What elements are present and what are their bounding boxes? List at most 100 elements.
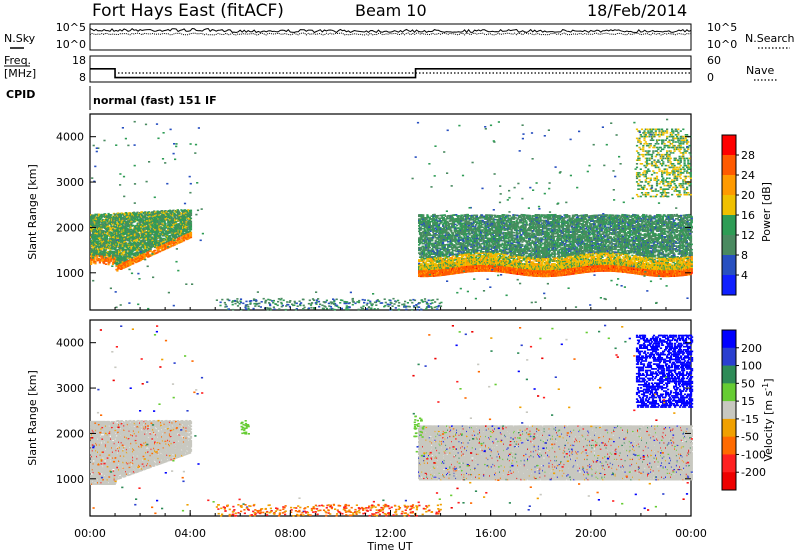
power-cell bbox=[132, 263, 134, 265]
power-cell bbox=[116, 270, 118, 272]
cpid-value: normal (fast) 151 IF bbox=[93, 94, 217, 107]
noise-search-label: N.Search bbox=[745, 32, 795, 45]
power-cell bbox=[190, 226, 192, 228]
freq-unit-label: [MHz] bbox=[4, 67, 36, 80]
power-cell bbox=[449, 249, 451, 251]
power-cell bbox=[437, 215, 439, 217]
power-cell bbox=[150, 249, 152, 251]
power-cell bbox=[472, 224, 474, 226]
power-cell bbox=[110, 214, 112, 216]
power-cell bbox=[436, 222, 438, 224]
power-cell bbox=[475, 224, 477, 226]
noise-panel-frame bbox=[90, 24, 691, 50]
power-cell bbox=[421, 255, 423, 257]
power-cell bbox=[105, 263, 107, 265]
freq-tick-top: 18 bbox=[72, 54, 86, 67]
power-cell bbox=[429, 222, 431, 224]
power-cell bbox=[446, 253, 448, 255]
power-cell bbox=[456, 225, 458, 227]
power-cell bbox=[490, 249, 492, 251]
power-cell bbox=[475, 231, 477, 233]
power-cell bbox=[474, 226, 476, 228]
power-cell bbox=[483, 251, 485, 253]
power-cell bbox=[463, 240, 465, 242]
power-cell bbox=[190, 222, 192, 224]
power-cell bbox=[419, 240, 421, 242]
freq-label: Freq. bbox=[4, 54, 31, 67]
power-cell bbox=[90, 262, 92, 264]
power-cell bbox=[420, 227, 422, 229]
power-cell bbox=[154, 250, 156, 252]
power-cell bbox=[190, 237, 192, 239]
power-cell bbox=[107, 224, 109, 226]
power-cell bbox=[109, 249, 111, 251]
power-cell bbox=[190, 224, 192, 226]
power-cell bbox=[440, 257, 442, 259]
power-cell bbox=[190, 232, 192, 234]
freq-traces bbox=[90, 69, 691, 78]
date-title: 18/Feb/2014 bbox=[587, 1, 687, 20]
power-cell bbox=[423, 259, 425, 261]
power-cell bbox=[452, 255, 454, 257]
power-cell bbox=[190, 227, 192, 229]
noise-right-tick-bottom: 10^0 bbox=[707, 38, 737, 51]
power-cell bbox=[190, 218, 192, 220]
power-cell bbox=[473, 254, 475, 256]
power-cell bbox=[190, 233, 192, 235]
power-cell bbox=[108, 264, 110, 266]
power-cell bbox=[486, 243, 488, 245]
power-cell bbox=[183, 240, 185, 242]
nave-tick-top: 60 bbox=[707, 54, 721, 67]
noise-left-tick-top: 10^5 bbox=[56, 21, 86, 34]
power-cell bbox=[482, 224, 484, 226]
noise-search-trace bbox=[90, 33, 691, 35]
power-cell bbox=[94, 259, 96, 261]
power-cell bbox=[426, 240, 428, 242]
power-cell bbox=[110, 260, 112, 262]
power-cell bbox=[179, 237, 181, 239]
power-cell bbox=[190, 229, 192, 231]
power-cell bbox=[443, 217, 445, 219]
power-cell bbox=[190, 213, 192, 215]
cpid-label: CPID bbox=[6, 88, 35, 101]
power-cell bbox=[470, 252, 472, 254]
power-cell bbox=[429, 247, 431, 249]
power-cell bbox=[452, 232, 454, 234]
power-cell bbox=[444, 246, 446, 248]
noise-sky-trace bbox=[90, 29, 691, 33]
power-cell bbox=[440, 221, 442, 223]
power-cell bbox=[99, 262, 101, 264]
power-cell bbox=[107, 219, 109, 221]
freq-tick-bottom: 8 bbox=[79, 71, 86, 84]
power-cell bbox=[480, 232, 482, 234]
power-cell bbox=[478, 243, 480, 245]
power-cell bbox=[421, 237, 423, 239]
power-cell bbox=[94, 263, 96, 265]
power-cell bbox=[442, 242, 444, 244]
noise-right-tick-top: 10^5 bbox=[707, 21, 737, 34]
radar-summary-plot: Fort Hays East (fitACF) Beam 10 18/Feb/2… bbox=[0, 0, 800, 554]
power-cell bbox=[483, 243, 485, 245]
power-cell bbox=[94, 261, 96, 263]
power-cell bbox=[108, 262, 110, 264]
nave-label: Nave bbox=[746, 64, 774, 77]
power-cell bbox=[426, 214, 428, 216]
power-cell bbox=[190, 210, 192, 212]
power-cell bbox=[430, 230, 432, 232]
noise-traces bbox=[90, 29, 691, 36]
noise-left-tick-bottom: 10^0 bbox=[56, 38, 86, 51]
power-cell bbox=[431, 240, 433, 242]
power-cell bbox=[190, 235, 192, 237]
power-cell bbox=[491, 215, 493, 217]
power-cell bbox=[442, 224, 444, 226]
power-cell bbox=[487, 223, 489, 225]
power-cell bbox=[112, 263, 114, 265]
power-cell bbox=[469, 234, 471, 236]
power-cell bbox=[480, 240, 482, 242]
power-cell bbox=[468, 245, 470, 247]
power-cell bbox=[106, 238, 108, 240]
power-cell bbox=[190, 214, 192, 216]
power-cell bbox=[440, 256, 442, 258]
power-cell bbox=[190, 221, 192, 223]
power-cell bbox=[482, 220, 484, 222]
